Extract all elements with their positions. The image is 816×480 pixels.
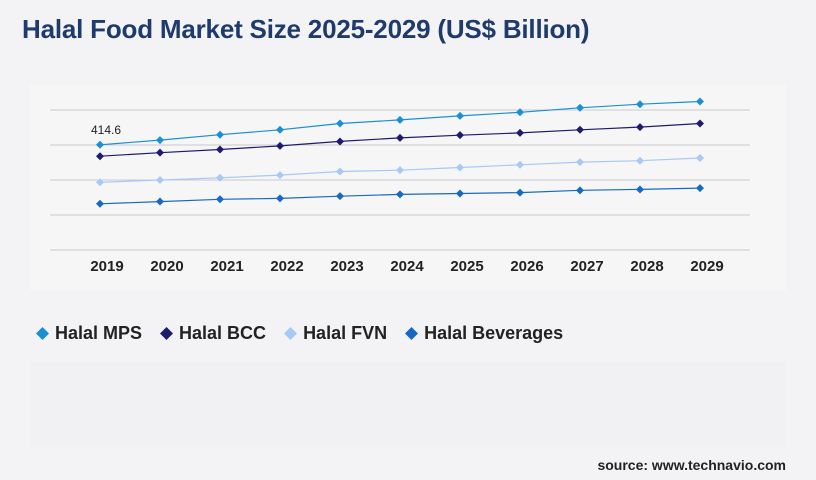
data-point	[216, 173, 224, 182]
legend-label: Halal BCC	[179, 323, 267, 343]
data-point	[216, 195, 224, 204]
data-point	[696, 97, 704, 106]
data-point	[516, 160, 524, 169]
x-tick-label: 2021	[210, 258, 243, 275]
data-point	[516, 188, 524, 197]
data-point	[216, 130, 224, 139]
data-point	[636, 100, 644, 109]
data-point	[576, 186, 584, 195]
data-point	[96, 199, 104, 208]
data-point	[456, 111, 464, 120]
x-tick-label: 2028	[630, 258, 663, 275]
data-point	[276, 141, 284, 150]
data-point	[156, 176, 164, 185]
x-tick-label: 2019	[90, 258, 123, 275]
x-tick-label: 2029	[690, 258, 723, 275]
diamond-marker-icon	[36, 327, 49, 340]
data-point	[456, 131, 464, 140]
data-point	[696, 184, 704, 193]
data-point	[396, 115, 404, 124]
x-tick-label: 2024	[390, 258, 424, 275]
data-point	[576, 125, 584, 134]
data-point	[156, 148, 164, 157]
data-point	[156, 197, 164, 206]
legend-item: Halal Beverages	[405, 323, 563, 344]
data-point	[636, 156, 644, 165]
data-point	[636, 123, 644, 132]
legend-label: Halal FVN	[303, 323, 388, 343]
legend-item: Halal MPS	[36, 323, 142, 344]
data-point	[696, 119, 704, 128]
data-point	[636, 185, 644, 194]
legend-item: Halal BCC	[160, 323, 266, 344]
data-point	[156, 136, 164, 145]
data-point	[396, 166, 404, 175]
legend: Halal MPS Halal BCC Halal FVN Halal Beverag…	[36, 323, 563, 344]
data-point	[396, 190, 404, 199]
footer-panel	[30, 362, 786, 447]
chart-title: Halal Food Market Size 2025-2029 (US$ Bi…	[22, 14, 590, 44]
diamond-marker-icon	[160, 327, 174, 340]
x-tick-label: 2027	[570, 258, 603, 275]
legend-label: Halal Beverages	[424, 323, 564, 343]
x-tick-label: 2025	[450, 258, 483, 275]
diamond-marker-icon	[405, 327, 419, 340]
data-point	[276, 171, 284, 180]
data-point	[576, 103, 584, 112]
legend-item: Halal FVN	[284, 323, 387, 344]
data-point	[96, 152, 104, 161]
diamond-marker-icon	[284, 327, 298, 340]
data-point	[336, 119, 344, 128]
data-point	[336, 167, 344, 176]
data-point	[96, 178, 104, 187]
data-point	[516, 108, 524, 117]
data-point	[516, 128, 524, 137]
x-tick-label: 2026	[510, 258, 543, 275]
data-point	[576, 158, 584, 167]
data-point	[96, 140, 104, 149]
data-point	[456, 163, 464, 172]
legend-label: Halal MPS	[55, 323, 143, 343]
x-tick-label: 2020	[150, 258, 183, 275]
data-label: 414.6	[91, 123, 121, 137]
data-point	[456, 189, 464, 198]
data-point	[336, 137, 344, 146]
data-point	[696, 154, 704, 163]
data-point	[276, 125, 284, 134]
data-point	[276, 194, 284, 203]
source-note: source: www.technavio.com	[597, 457, 786, 473]
data-point	[216, 145, 224, 154]
x-tick-label: 2022	[270, 258, 303, 275]
data-point	[336, 192, 344, 201]
x-tick-label: 2023	[330, 258, 363, 275]
data-point	[396, 133, 404, 142]
